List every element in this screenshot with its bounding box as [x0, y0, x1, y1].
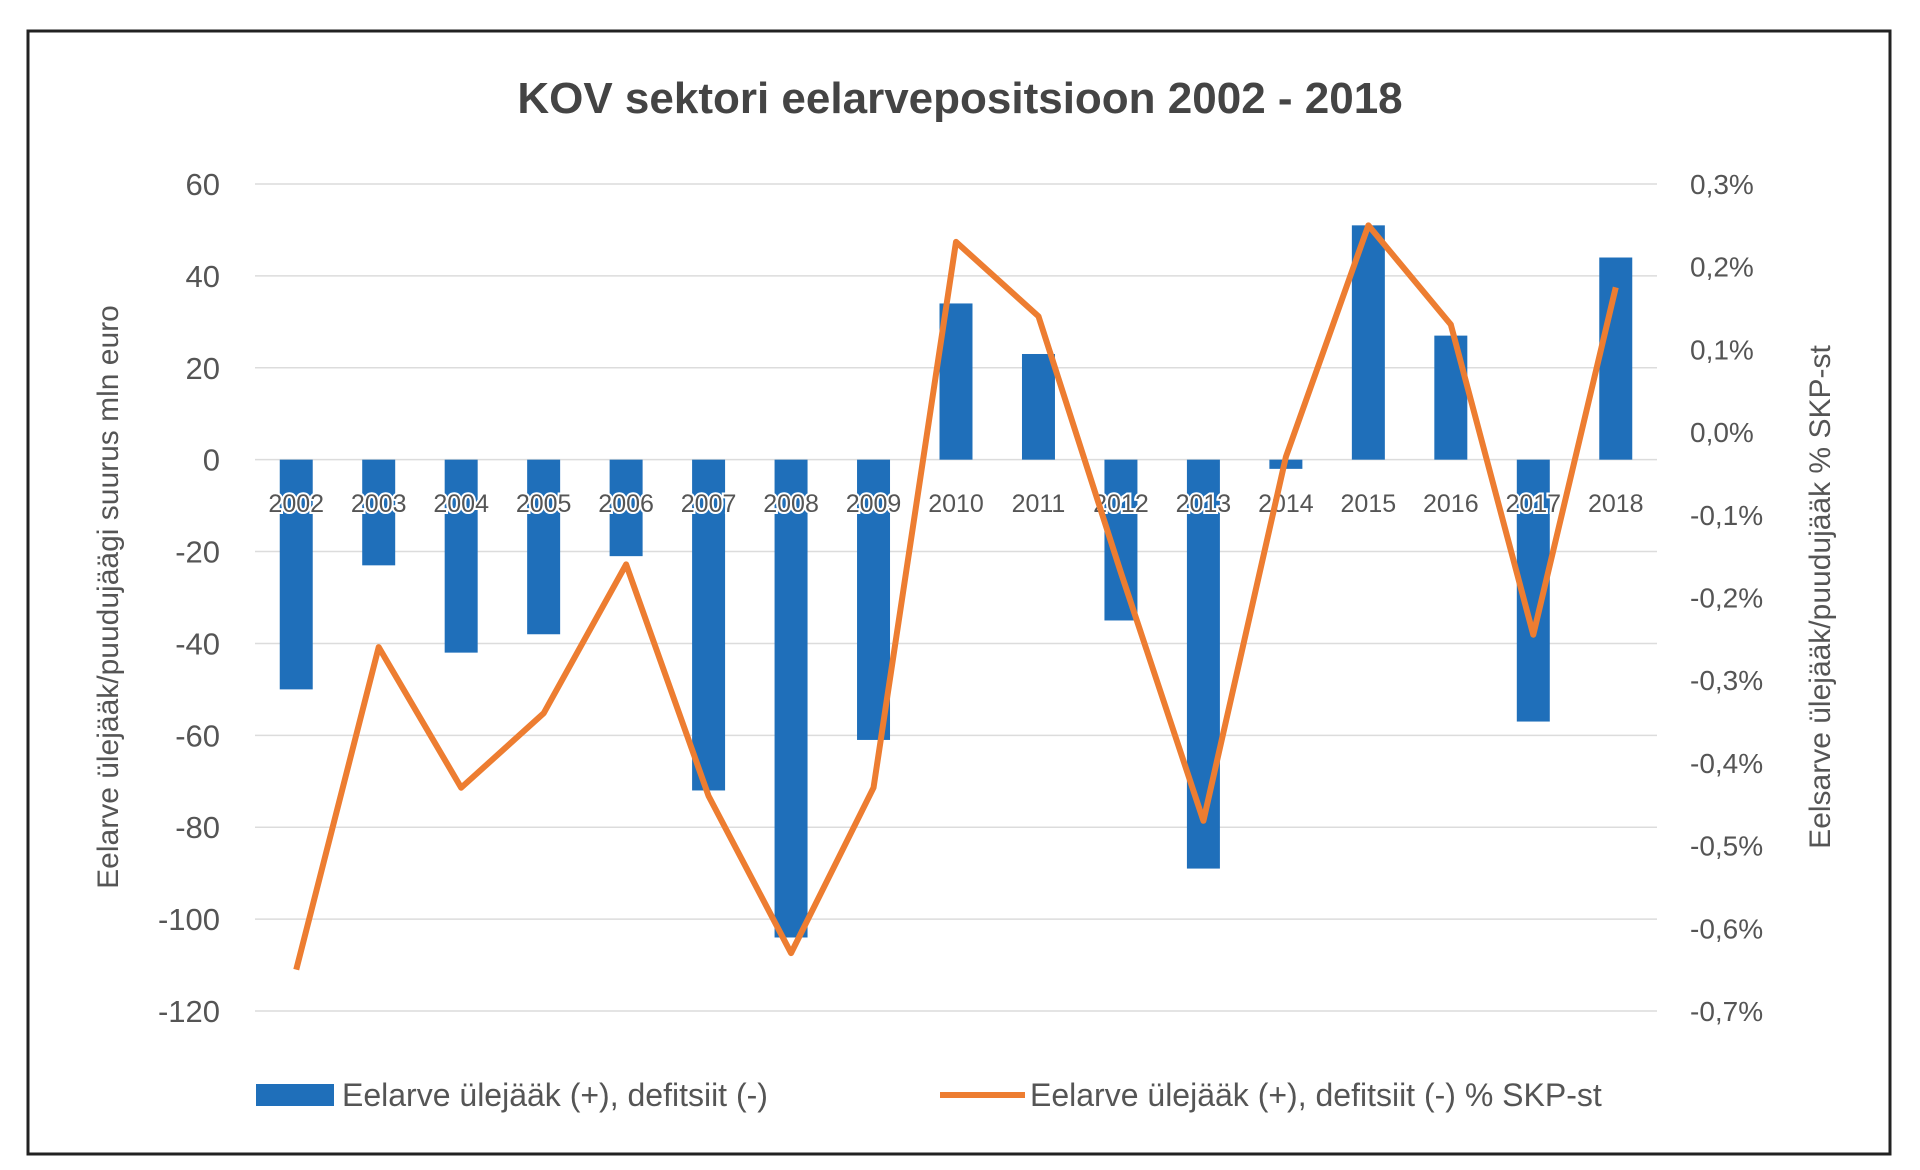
bar-2005 [527, 459, 561, 635]
left-axis: 60 40 20 0 -20 -40 -60 -80 -100 -120 [158, 167, 220, 1029]
right-axis: 0,3% 0,2% 0,1% 0,0% -0,1% -0,2% -0,3% -0,4% -0,5… [1690, 169, 1763, 1027]
category-label: 2009 [846, 490, 902, 518]
category-label: 2010 [928, 490, 984, 518]
category-label: 2015 [1341, 490, 1397, 518]
bar-2007 [692, 459, 726, 791]
gridlines [255, 183, 1657, 1012]
category-label: 2005 [516, 490, 572, 518]
right-tick-label: -0,7% [1690, 996, 1763, 1027]
bar-2013 [1186, 459, 1220, 869]
legend: Eelarve ülejääk (+), defitsiit (-) Eelar… [256, 1077, 1602, 1113]
right-tick-label: 0,0% [1690, 417, 1754, 448]
category-label: 2013 [1176, 490, 1232, 518]
bar-2011 [1021, 353, 1055, 460]
category-label: 2017 [1505, 490, 1561, 518]
bar-2002 [279, 459, 313, 690]
right-tick-label: 0,1% [1690, 334, 1754, 365]
category-label: 2011 [1012, 490, 1066, 518]
left-tick-label: -80 [175, 810, 220, 845]
left-tick-label: 40 [186, 259, 220, 294]
category-label: 2014 [1258, 490, 1314, 518]
bar-2016 [1434, 335, 1468, 460]
left-tick-label: 20 [186, 351, 220, 386]
right-axis-title: Eelsarve ülejääk/puudujääk % SKP-st [1804, 345, 1837, 849]
left-axis-title: Eelarve ülejääk/puudujäägi suurus mln eu… [92, 305, 125, 889]
category-label: 2016 [1423, 490, 1479, 518]
category-label: 2004 [433, 490, 489, 518]
right-tick-label: -0,1% [1690, 500, 1763, 531]
right-tick-label: -0,3% [1690, 665, 1763, 696]
left-tick-label: -40 [175, 626, 220, 661]
right-tick-label: -0,6% [1690, 913, 1763, 944]
chart-title: KOV sektori eelarvepositsioon 2002 - 201… [517, 74, 1402, 123]
right-tick-label: 0,3% [1690, 169, 1754, 200]
category-label: 2007 [681, 490, 737, 518]
bar-2008 [774, 459, 808, 938]
bar-2006 [609, 459, 643, 557]
category-label: 2008 [763, 490, 819, 518]
chart-border [26, 29, 1892, 1156]
left-tick-label: -60 [175, 718, 220, 753]
category-label: 2002 [268, 490, 324, 518]
bar-2003 [362, 459, 396, 566]
legend-bar-label: Eelarve ülejääk (+), defitsiit (-) [342, 1077, 768, 1113]
category-label: 2006 [598, 490, 654, 518]
left-tick-label: -120 [158, 994, 220, 1029]
left-tick-label: 60 [186, 167, 220, 202]
right-tick-label: 0,2% [1690, 252, 1754, 283]
right-tick-label: -0,2% [1690, 583, 1763, 614]
category-label: 2018 [1588, 490, 1644, 518]
line-series [293, 222, 1619, 971]
bar-2004 [444, 459, 478, 653]
left-tick-label: 0 [203, 443, 220, 478]
legend-line-label: Eelarve ülejääk (+), defitsiit (-) % SKP… [1030, 1077, 1602, 1113]
category-labels: 2002 2003 2004 2005 2006 2007 2008 2009 2010 2011… [266, 488, 1645, 520]
left-tick-label: -100 [158, 902, 220, 937]
right-tick-label: -0,4% [1690, 748, 1763, 779]
right-tick-label: -0,5% [1690, 831, 1763, 862]
legend-bar-swatch [256, 1084, 334, 1106]
bar-2009 [857, 459, 891, 740]
category-label: 2003 [351, 490, 407, 518]
left-tick-label: -20 [175, 535, 220, 570]
